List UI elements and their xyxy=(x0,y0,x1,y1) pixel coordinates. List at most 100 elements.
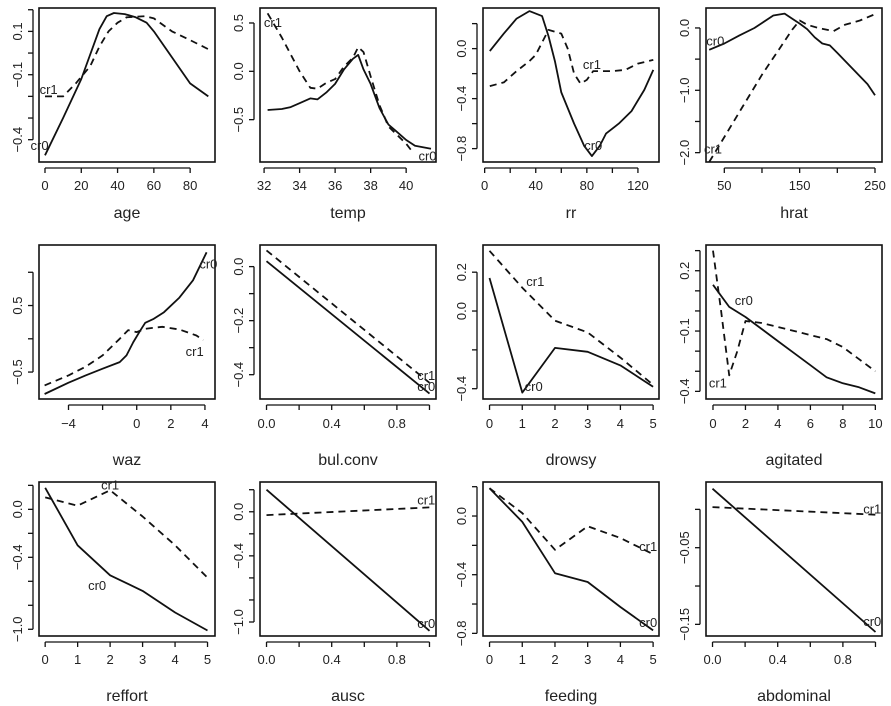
curve-label-cr1: cr1 xyxy=(264,15,282,30)
x-tick-label: 250 xyxy=(864,178,886,193)
panel-ausc: 0.0 0.4 0.8 0.0 −0.4 −1.0 ausc cr1 cr0 xyxy=(231,481,437,705)
x-axis-title: drowsy xyxy=(546,452,597,469)
x-tick-label: 4 xyxy=(617,652,624,667)
x-axis-title: waz xyxy=(112,452,141,469)
series-line-cr1 xyxy=(488,250,654,386)
y-tick-label: −1.0 xyxy=(10,616,25,642)
y-tick-label: −0.1 xyxy=(677,318,692,344)
curve-label-cr1: cr1 xyxy=(863,501,881,516)
curve-label-cr0: cr0 xyxy=(418,148,436,163)
x-tick-label: 0 xyxy=(481,178,488,193)
x-axis-title: hrat xyxy=(780,205,808,222)
curve-label-cr1: cr1 xyxy=(583,57,601,72)
y-tick-label: −0.2 xyxy=(231,308,246,334)
y-tick-label: −0.4 xyxy=(677,379,692,405)
curve-label-cr0: cr0 xyxy=(31,138,49,153)
panel-drowsy: 0 1 2 3 4 5 0.2 0.0 −0.4 drowsy cr1 cr0 xyxy=(454,244,660,469)
x-tick-label: 4 xyxy=(774,416,781,431)
curve-label-cr1: cr1 xyxy=(417,493,435,508)
series-line-cr1 xyxy=(44,325,204,387)
x-tick-label: 0 xyxy=(133,416,140,431)
x-tick-label: 60 xyxy=(147,178,161,193)
y-tick-label: 0.0 xyxy=(677,19,692,37)
plot-frame xyxy=(259,244,437,400)
y-tick-label: 0.2 xyxy=(677,262,692,280)
x-tick-label: 0.8 xyxy=(834,652,852,667)
curve-label-cr0: cr0 xyxy=(525,379,543,394)
curve-label-cr1: cr1 xyxy=(709,375,727,390)
plot-frame xyxy=(38,244,216,400)
x-tick-label: 0 xyxy=(41,178,48,193)
x-tick-label: 40 xyxy=(529,178,543,193)
plot-frame xyxy=(705,7,883,163)
curve-label-cr1: cr1 xyxy=(417,368,435,383)
series-line-cr1 xyxy=(266,506,430,516)
series-line-cr1 xyxy=(712,250,876,377)
panel-feeding: 0 1 2 3 4 5 0.0 −0.4 −0.8 feeding cr1 cr0 xyxy=(454,481,660,705)
plot-frame xyxy=(482,7,660,163)
series-line-cr0 xyxy=(44,487,208,632)
y-tick-label: 0.5 xyxy=(231,14,246,32)
x-tick-label: 6 xyxy=(807,416,814,431)
x-axis-title: abdominal xyxy=(757,688,831,705)
x-tick-label: 1 xyxy=(74,652,81,667)
y-tick-label: 0.0 xyxy=(10,500,25,518)
y-tick-label: −0.8 xyxy=(454,136,469,162)
series-line-cr0 xyxy=(489,10,655,157)
plot-frame xyxy=(705,244,883,400)
x-tick-label: 1 xyxy=(519,416,526,431)
plot-frame xyxy=(705,481,883,637)
y-tick-label: 0.5 xyxy=(10,296,25,314)
x-tick-label: 0 xyxy=(486,652,493,667)
series-line-cr0 xyxy=(488,487,654,632)
panel-abdominal: 0.0 0.4 0.8 −0.05 −0.15 abdominal cr1 cr0 xyxy=(677,481,883,705)
x-tick-label: 0.4 xyxy=(323,652,341,667)
x-axis-title: age xyxy=(114,205,141,222)
series-line-cr0 xyxy=(265,489,431,632)
x-tick-label: 0.0 xyxy=(257,652,275,667)
x-tick-label: 3 xyxy=(584,416,591,431)
series-line-cr1 xyxy=(266,12,413,152)
curve-label-cr0: cr0 xyxy=(88,578,106,593)
y-tick-label: −0.05 xyxy=(677,531,692,564)
x-axis-title: feeding xyxy=(545,688,598,705)
series-line-cr1 xyxy=(489,29,654,87)
x-axis-title: rr xyxy=(566,205,577,222)
curve-label-cr1: cr1 xyxy=(704,142,722,157)
series-line-cr0 xyxy=(265,260,431,395)
y-tick-label: −0.4 xyxy=(454,86,469,112)
y-tick-label: 0.0 xyxy=(454,40,469,58)
y-tick-label: 0.0 xyxy=(231,258,246,276)
plot-frame xyxy=(482,244,660,400)
x-tick-label: 0 xyxy=(486,416,493,431)
curve-label-cr1: cr1 xyxy=(526,274,544,289)
x-tick-label: 0.8 xyxy=(388,652,406,667)
curve-label-cr0: cr0 xyxy=(199,256,217,271)
series-line-cr1 xyxy=(708,13,876,163)
x-axis-title: temp xyxy=(330,205,366,222)
y-tick-label: −0.15 xyxy=(677,608,692,641)
x-tick-label: 2 xyxy=(167,416,174,431)
x-tick-label: 0 xyxy=(42,652,49,667)
x-tick-label: 38 xyxy=(363,178,377,193)
panel-hrat: 50 150 250 0.0 −1.0 −2.0 hrat cr0 cr1 xyxy=(677,7,886,222)
x-tick-label: 40 xyxy=(110,178,124,193)
series-line-cr0 xyxy=(712,284,876,395)
x-tick-label: 34 xyxy=(292,178,306,193)
x-tick-label: 20 xyxy=(74,178,88,193)
x-tick-label: 80 xyxy=(580,178,594,193)
x-axis-title: reffort xyxy=(106,688,148,705)
series-line-cr0 xyxy=(44,12,209,156)
y-tick-label: 0.2 xyxy=(454,263,469,281)
series-line-cr0 xyxy=(488,277,654,394)
y-tick-label: 0.0 xyxy=(231,62,246,80)
panel-temp: 32 34 36 38 40 0.5 0.0 −0.5 temp cr1 cr0 xyxy=(231,7,437,222)
y-tick-label: 0.0 xyxy=(454,507,469,525)
y-tick-label: −0.8 xyxy=(454,621,469,647)
x-tick-label: 0.4 xyxy=(769,652,787,667)
series-line-cr0 xyxy=(267,54,432,150)
x-tick-label: 2 xyxy=(551,416,558,431)
x-tick-label: 0.8 xyxy=(388,416,406,431)
